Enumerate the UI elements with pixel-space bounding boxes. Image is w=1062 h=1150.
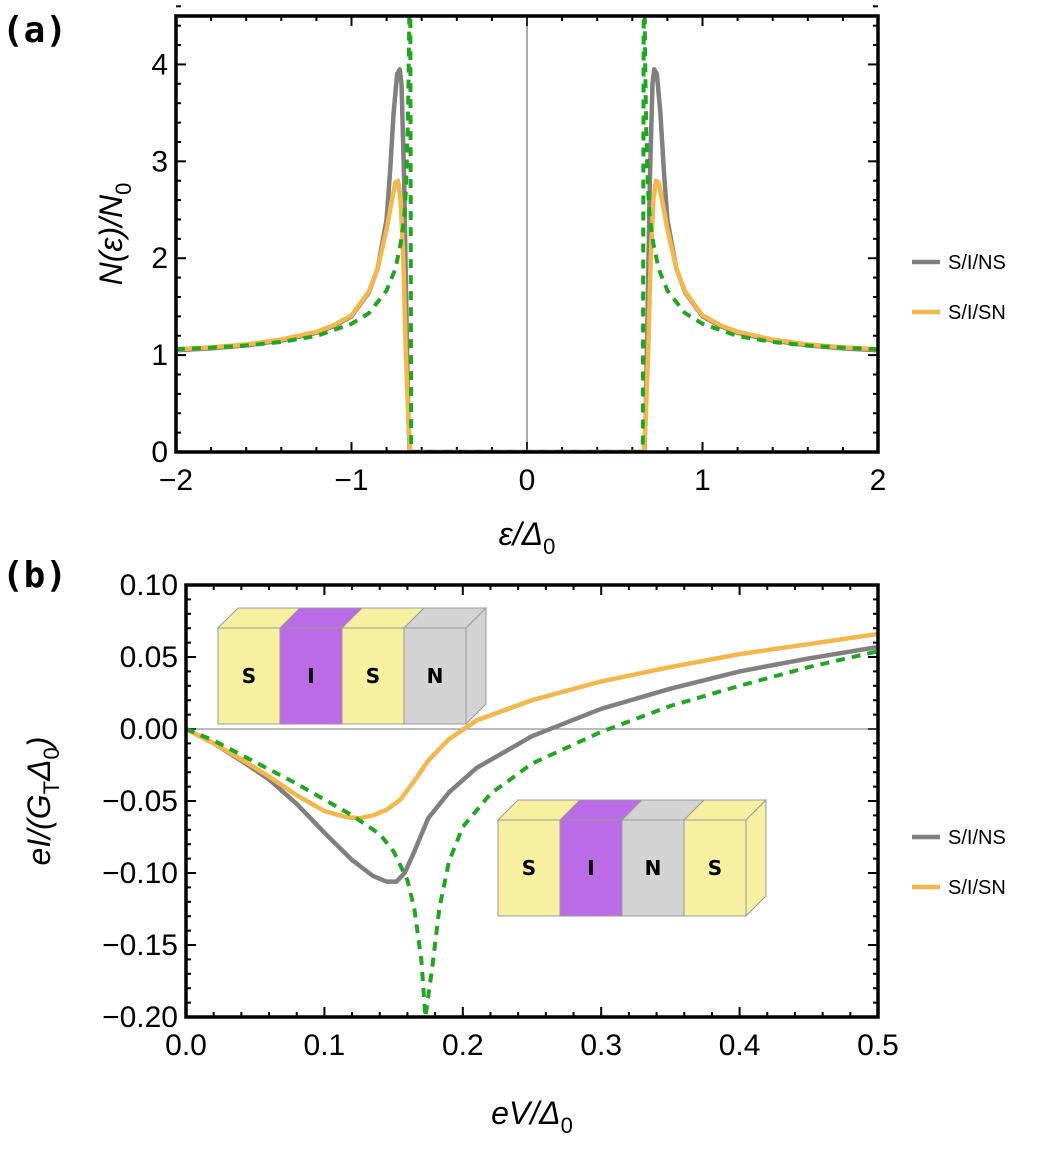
legend-item-s-i-ns: S/I/NS <box>912 252 1006 274</box>
legend-item-s-i-ns: S/I/NS <box>912 827 1006 849</box>
panel-b-x-label: eV/Δ0 <box>491 1095 573 1138</box>
panel-a-tick-labels: −2 −1 0 1 2 0 1 2 3 4 <box>151 48 886 497</box>
y-tick-label: 0.10 <box>120 569 178 602</box>
legend-label: S/I/SN <box>948 877 1006 899</box>
panel-a-frame <box>174 14 880 454</box>
y-tick-label: 4 <box>151 48 168 81</box>
legend-item-s-i-sn: S/I/SN <box>912 302 1006 324</box>
y-tick-label: −0.15 <box>102 929 178 962</box>
panel-b-y-label: eI/(GTΔ0) <box>21 737 64 866</box>
inset-block-i-front <box>559 819 623 917</box>
inset-block-label: I <box>587 856 594 880</box>
y-tick-label: 1 <box>151 339 168 372</box>
x-tick-label: 0.5 <box>857 1029 899 1062</box>
x-tick-label: 1 <box>694 464 711 497</box>
inset-block-s-front <box>497 819 561 917</box>
y-tick-label: 2 <box>151 242 168 275</box>
x-tick-label: 0.4 <box>719 1029 761 1062</box>
inset-block-label: N <box>645 856 662 880</box>
inset-block-label: S <box>522 856 536 880</box>
series-line-bcs <box>186 649 878 1017</box>
panel-b-label: (b) <box>2 555 67 596</box>
panel-b-series <box>186 631 878 1017</box>
panel-a-legend: S/I/NS S/I/SN <box>912 252 1006 324</box>
panel-b-legend: S/I/NS S/I/SN <box>912 827 1006 899</box>
inset-block-label: S <box>242 664 256 688</box>
panel-a-series <box>176 16 878 452</box>
inset-block-label: S <box>366 664 380 688</box>
y-tick-label: 0 <box>151 436 168 469</box>
panel-b-insets: S I S N S I N S <box>216 606 768 918</box>
x-tick-label: 0.1 <box>304 1029 346 1062</box>
series-line-s-i-sn <box>186 631 878 821</box>
inset-block-s-side <box>745 798 767 918</box>
x-tick-label: −1 <box>334 464 368 497</box>
series-line-s-i-sn <box>176 178 878 452</box>
legend-label: S/I/NS <box>948 827 1006 849</box>
y-tick-label: −0.05 <box>102 785 178 818</box>
x-tick-label: −2 <box>159 464 193 497</box>
inset-block-label: N <box>427 664 444 688</box>
x-tick-label: 0.2 <box>442 1029 484 1062</box>
inset-block-n-front <box>621 819 685 917</box>
y-tick-label: −0.10 <box>102 857 178 890</box>
panel-b-frame <box>184 583 880 1019</box>
panel-b-tick-labels: 0.0 0.1 0.2 0.3 0.4 0.5 0.10 0.05 0.00 −0.05 −0.10… <box>102 569 899 1062</box>
inset-block-s-front <box>341 627 405 725</box>
legend-item-s-i-sn: S/I/SN <box>912 877 1006 899</box>
panel-a-label: (a) <box>2 10 67 51</box>
panel-a-x-label: ε/Δ0 <box>499 516 556 559</box>
y-tick-label: 0.05 <box>120 641 178 674</box>
series-line-s-i-ns <box>186 644 878 884</box>
legend-label: S/I/NS <box>948 252 1006 274</box>
y-tick-label: −0.20 <box>102 1001 178 1034</box>
panel-b-chart: (b) 0.0 0.1 0.2 0.3 0.4 0.5 0.10 0.05 0.00 −0.05 −… <box>2 555 1006 1138</box>
x-tick-label: 0.3 <box>580 1029 622 1062</box>
panel-a-y-label: N(ε)/N0 <box>93 183 136 286</box>
inset-block-label: I <box>307 664 314 688</box>
x-tick-label: 2 <box>870 464 887 497</box>
inset-block-n-side <box>465 606 487 726</box>
inset-block-label: S <box>708 856 722 880</box>
x-tick-label: 0 <box>519 464 536 497</box>
y-tick-label: 0.00 <box>120 713 178 746</box>
x-tick-label: 0.0 <box>165 1029 207 1062</box>
legend-label: S/I/SN <box>948 302 1006 324</box>
inset-block-i-front <box>279 627 343 725</box>
y-tick-label: 3 <box>151 145 168 178</box>
